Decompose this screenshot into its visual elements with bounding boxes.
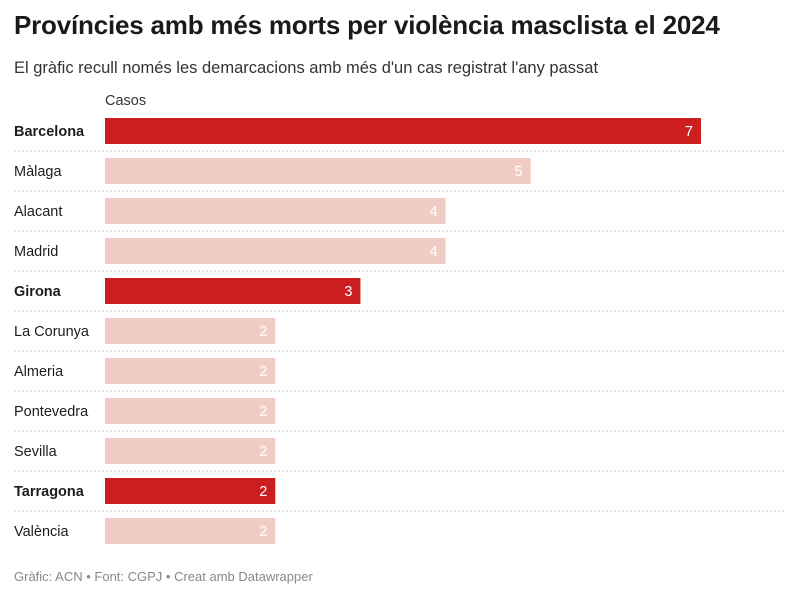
- bar: [105, 518, 276, 544]
- data-label: 4: [429, 204, 437, 220]
- chart-title: Províncies amb més morts per violència m…: [14, 10, 720, 40]
- column-header: Casos: [105, 93, 147, 109]
- data-label: 7: [685, 124, 693, 140]
- bar: [105, 318, 276, 344]
- category-label: Girona: [14, 284, 62, 300]
- data-label: 4: [429, 244, 437, 260]
- data-label: 2: [259, 444, 267, 460]
- data-label: 3: [344, 284, 352, 300]
- data-label: 2: [259, 324, 267, 340]
- category-label: Madrid: [14, 244, 58, 260]
- bar-chart: Barcelona 7 Màlaga 5 Alacant 4 Madrid 4 Girona 3 L…: [0, 110, 800, 550]
- bar: [105, 158, 531, 184]
- bar: [105, 118, 701, 144]
- category-label: Almeria: [14, 364, 64, 380]
- bar: [105, 438, 276, 464]
- bar: [105, 478, 276, 504]
- bar-chart-svg: Barcelona 7 Màlaga 5 Alacant 4 Madrid 4 Girona 3 L…: [14, 118, 786, 544]
- bar: [105, 198, 446, 224]
- chart-footer: Gràfic: ACN • Font: CGPJ • Creat amb Dat…: [14, 569, 313, 584]
- data-label: 2: [259, 404, 267, 420]
- category-label: Màlaga: [14, 164, 62, 180]
- bar: [105, 238, 446, 264]
- data-label: 2: [259, 364, 267, 380]
- data-label: 2: [259, 484, 267, 500]
- bar: [105, 278, 361, 304]
- category-label: Barcelona: [14, 124, 85, 140]
- chart-subtitle: El gràfic recull només les demarcacions …: [14, 59, 599, 77]
- category-label: Sevilla: [14, 444, 58, 460]
- category-label: València: [14, 524, 69, 540]
- category-label: La Corunya: [14, 324, 90, 340]
- category-label: Pontevedra: [14, 404, 89, 420]
- bar: [105, 398, 276, 424]
- category-label: Tarragona: [14, 484, 85, 500]
- bar: [105, 358, 276, 384]
- category-label: Alacant: [14, 204, 62, 220]
- data-label: 2: [259, 524, 267, 540]
- data-label: 5: [515, 164, 523, 180]
